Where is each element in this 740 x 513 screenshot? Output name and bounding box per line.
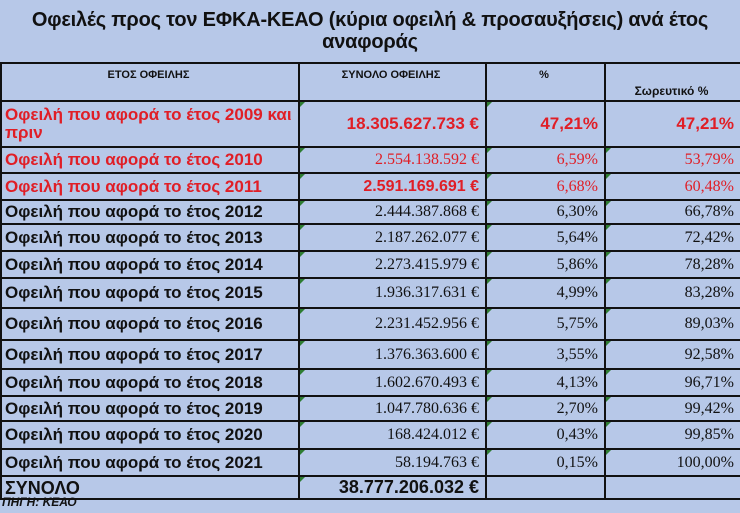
row-pct: 6,30% [485, 199, 606, 225]
row-pct: 5,86% [485, 250, 606, 279]
debt-table: ΕΤΟΣ ΟΦΕΙΛΗΣ ΣΥΝΟΛΟ ΟΦΕΙΛΗΣ % Σωρευτικό … [0, 62, 740, 500]
total-row: ΣΥΝΟΛΟ 38.777.206.032 € [0, 475, 740, 500]
row-amount: 1.047.780.636 € [298, 395, 487, 422]
total-pct-empty [485, 475, 606, 500]
table-row: Οφειλή που αφορά το έτος 2018 1.602.670.… [0, 368, 740, 397]
row-label: Οφειλή που αφορά το έτος 2012 [0, 199, 300, 225]
row-cum: 53,79% [604, 146, 740, 174]
row-pct: 4,13% [485, 368, 606, 397]
row-pct: 5,64% [485, 223, 606, 252]
row-cum: 66,78% [604, 199, 740, 225]
table-row: Οφειλή που αφορά το έτος 2010 2.554.138.… [0, 146, 740, 174]
row-pct: 5,75% [485, 307, 606, 341]
row-label: Οφειλή που αφορά το έτος 2016 [0, 307, 300, 341]
row-pct: 3,55% [485, 339, 606, 370]
header-pct: % [485, 62, 606, 102]
row-amount: 2.591.169.691 € [298, 172, 487, 201]
row-cum: 72,42% [604, 223, 740, 252]
row-label: Οφειλή που αφορά το έτος 2013 [0, 223, 300, 252]
row-cum: 78,28% [604, 250, 740, 279]
table-row: Οφειλή που αφορά το έτος 2009 και πριν 1… [0, 100, 740, 148]
row-amount: 1.936.317.631 € [298, 277, 487, 309]
row-cum: 100,00% [604, 448, 740, 477]
row-amount: 58.194.763 € [298, 448, 487, 477]
row-amount: 1.602.670.493 € [298, 368, 487, 397]
table-header-row: ΕΤΟΣ ΟΦΕΙΛΗΣ ΣΥΝΟΛΟ ΟΦΕΙΛΗΣ % Σωρευτικό … [0, 62, 740, 102]
row-amount: 18.305.627.733 € [298, 100, 487, 148]
row-amount: 2.444.387.868 € [298, 199, 487, 225]
row-amount: 2.187.262.077 € [298, 223, 487, 252]
header-cumulative: Σωρευτικό % [604, 62, 740, 102]
row-label: Οφειλή που αφορά το έτος 2021 [0, 448, 300, 477]
row-label: Οφειλή που αφορά το έτος 2020 [0, 420, 300, 450]
page-title: Οφειλές προς τον ΕΦΚΑ-ΚΕΑΟ (κύρια οφειλή… [31, 9, 709, 53]
table-row: Οφειλή που αφορά το έτος 2017 1.376.363.… [0, 339, 740, 370]
row-label: Οφειλή που αφορά το έτος 2015 [0, 277, 300, 309]
row-pct: 6,59% [485, 146, 606, 174]
row-label: Οφειλή που αφορά το έτος 2018 [0, 368, 300, 397]
table-row: Οφειλή που αφορά το έτος 2016 2.231.452.… [0, 307, 740, 341]
row-cum: 92,58% [604, 339, 740, 370]
row-pct: 2,70% [485, 395, 606, 422]
total-amount: 38.777.206.032 € [298, 475, 487, 500]
table-row: Οφειλή που αφορά το έτος 2021 58.194.763… [0, 448, 740, 477]
row-label: Οφειλή που αφορά το έτος 2009 και πριν [0, 100, 300, 148]
source-note: ΠΗΓΗ: ΚΕΑΟ [2, 495, 77, 509]
row-cum: 96,71% [604, 368, 740, 397]
row-label: Οφειλή που αφορά το έτος 2010 [0, 146, 300, 174]
row-cum: 60,48% [604, 172, 740, 201]
row-cum: 89,03% [604, 307, 740, 341]
header-total: ΣΥΝΟΛΟ ΟΦΕΙΛΗΣ [298, 62, 487, 102]
table-row: Οφειλή που αφορά το έτος 2019 1.047.780.… [0, 395, 740, 422]
row-amount: 2.231.452.956 € [298, 307, 487, 341]
row-label: Οφειλή που αφορά το έτος 2019 [0, 395, 300, 422]
table-row: Οφειλή που αφορά το έτος 2020 168.424.01… [0, 420, 740, 450]
row-label: Οφειλή που αφορά το έτος 2017 [0, 339, 300, 370]
row-cum: 99,85% [604, 420, 740, 450]
table-row: Οφειλή που αφορά το έτος 2015 1.936.317.… [0, 277, 740, 309]
row-label: Οφειλή που αφορά το έτος 2011 [0, 172, 300, 201]
row-pct: 6,68% [485, 172, 606, 201]
total-label: ΣΥΝΟΛΟ [0, 475, 300, 500]
row-pct: 4,99% [485, 277, 606, 309]
table-row: Οφειλή που αφορά το έτος 2012 2.444.387.… [0, 199, 740, 225]
row-pct: 47,21% [485, 100, 606, 148]
header-year: ΕΤΟΣ ΟΦΕΙΛΗΣ [0, 62, 300, 102]
row-pct: 0,43% [485, 420, 606, 450]
row-amount: 2.273.415.979 € [298, 250, 487, 279]
row-amount: 2.554.138.592 € [298, 146, 487, 174]
row-cum: 99,42% [604, 395, 740, 422]
row-amount: 168.424.012 € [298, 420, 487, 450]
row-pct: 0,15% [485, 448, 606, 477]
row-amount: 1.376.363.600 € [298, 339, 487, 370]
row-cum: 83,28% [604, 277, 740, 309]
row-cum: 47,21% [604, 100, 740, 148]
total-cum-empty [604, 475, 740, 500]
table-row: Οφειλή που αφορά το έτος 2013 2.187.262.… [0, 223, 740, 252]
table-row: Οφειλή που αφορά το έτος 2011 2.591.169.… [0, 172, 740, 201]
row-label: Οφειλή που αφορά το έτος 2014 [0, 250, 300, 279]
table-row: Οφειλή που αφορά το έτος 2014 2.273.415.… [0, 250, 740, 279]
